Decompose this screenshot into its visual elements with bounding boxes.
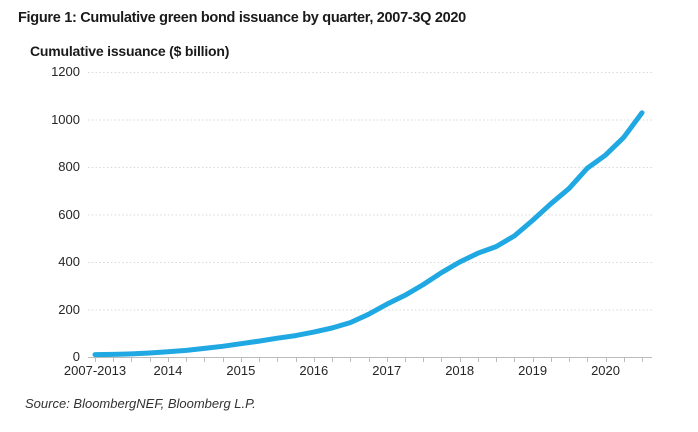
y-axis-tick-label: 1000 [51, 111, 80, 127]
y-axis-tick-label: 800 [58, 159, 80, 174]
x-axis-tick-label: 2015 [226, 363, 256, 378]
y-axis-tick-label: 1200 [51, 64, 80, 79]
x-axis-tick-label: 2020 [591, 363, 620, 378]
issuance-line-series [92, 110, 645, 358]
x-axis-tick-label: 2016 [299, 363, 329, 378]
x-axis-tick-label: 2019 [518, 363, 548, 378]
y-axis-tick-label: 600 [58, 206, 80, 222]
x-axis-tick-label: 2007-2013 [63, 363, 127, 378]
x-axis-tick-label: 2017 [372, 363, 402, 378]
figure-title: Figure 1: Cumulative green bond issuance… [18, 10, 466, 26]
y-axis-tick-label: 400 [58, 254, 80, 269]
y-axis-tick-label: 0 [72, 349, 80, 364]
source-note: Source: BloombergNEF, Bloomberg L.P. [25, 396, 256, 411]
x-axis-tick-label: 2014 [153, 363, 183, 378]
y-axis-tick-label: 200 [58, 301, 80, 317]
x-axis-tick-label: 2018 [445, 363, 475, 378]
y-axis-heading: Cumulative issuance ($ billion) [30, 43, 230, 59]
